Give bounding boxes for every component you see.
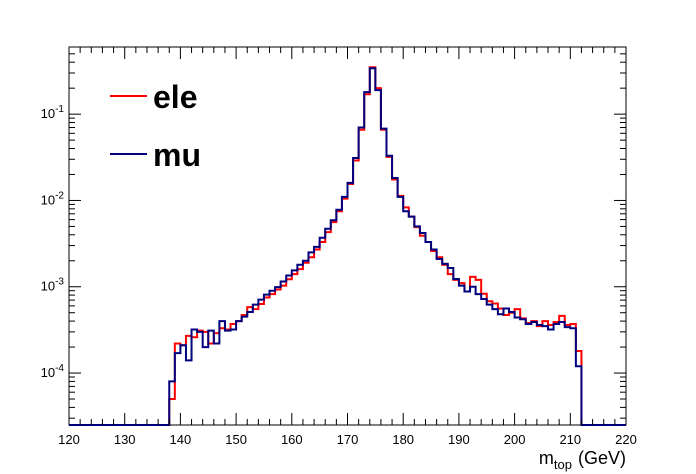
legend: ele mu (110, 79, 201, 173)
series-layer (69, 66, 626, 426)
y-tick-label-exponent: -1 (55, 104, 64, 115)
y-tick-label-base: 10 (41, 279, 55, 294)
x-tick-label: 160 (281, 432, 303, 447)
x-tick-label: 210 (559, 432, 581, 447)
x-axis-title-sub: top (554, 457, 572, 472)
y-tick-label: 10-1 (41, 104, 65, 121)
x-tick-label: 170 (337, 432, 359, 447)
x-tick-label: 180 (392, 432, 414, 447)
series-line-mu (69, 67, 626, 426)
y-tick-label-base: 10 (41, 365, 55, 380)
x-axis-title-unit: (GeV) (578, 448, 626, 468)
y-tick-label: 10-4 (41, 363, 65, 380)
y-tick-label-base: 10 (41, 192, 55, 207)
x-tick-label: 190 (448, 432, 470, 447)
y-tick-label-base: 10 (41, 106, 55, 121)
series-line-ele (69, 66, 626, 426)
x-axis-title-main: m (539, 448, 554, 468)
y-tick-label-exponent: -4 (55, 363, 64, 374)
legend-label-mu: mu (153, 137, 201, 173)
y-tick-label: 10-2 (41, 190, 65, 207)
x-axis-title: mtop (GeV) (539, 448, 626, 472)
x-tick-label: 130 (114, 432, 136, 447)
axis-layer: 120 130 140 150 160 170 180 190 200 210 22010-410-… (41, 47, 637, 447)
y-tick-label: 10-3 (41, 277, 65, 294)
y-tick-label-exponent: -2 (55, 190, 64, 201)
x-tick-label: 140 (170, 432, 192, 447)
x-tick-label: 150 (225, 432, 247, 447)
x-tick-label: 120 (58, 432, 80, 447)
x-tick-label: 220 (615, 432, 637, 447)
x-tick-label: 200 (504, 432, 526, 447)
legend-label-ele: ele (153, 79, 197, 115)
y-tick-label-exponent: -3 (55, 277, 64, 288)
